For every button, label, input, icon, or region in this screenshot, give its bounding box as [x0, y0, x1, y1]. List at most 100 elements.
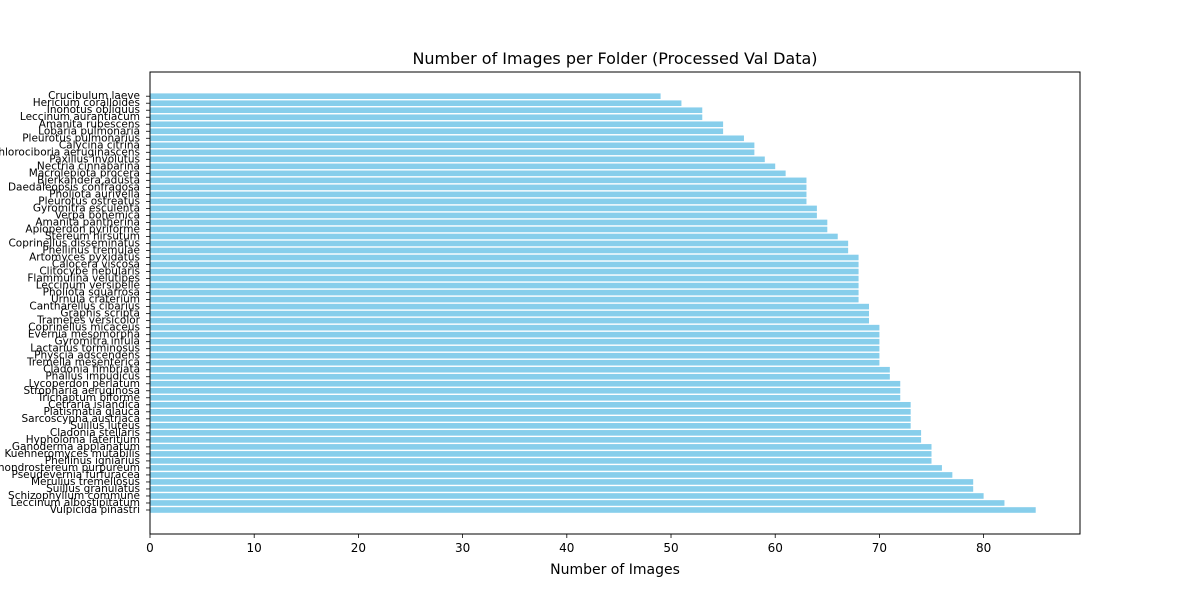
- category-tick-label: Suillus luteus: [70, 420, 140, 432]
- category-tick-label: Phallus impudicus: [45, 371, 140, 383]
- plot-frame: [149, 71, 1081, 535]
- bar: [150, 191, 807, 198]
- category-tick-label: Pholiota aurivella: [49, 188, 140, 200]
- category-tick-label: Coprinellus disseminatus: [8, 237, 140, 249]
- bar: [150, 479, 974, 485]
- bar: [150, 359, 880, 366]
- category-tick-label: Tremella mesenterica: [26, 357, 140, 369]
- bar: [150, 423, 911, 429]
- bar: [150, 472, 953, 478]
- bar: [150, 268, 859, 275]
- chart-title: Number of Images per Folder (Processed V…: [412, 49, 817, 68]
- x-tick-label: 0: [146, 541, 154, 555]
- bar: [150, 296, 859, 303]
- bar: [150, 317, 869, 324]
- category-tick-label: Cladonia stellaris: [50, 427, 140, 439]
- category-tick-label: Chondrostereum purpureum: [0, 462, 140, 474]
- bar: [150, 170, 786, 177]
- category-tick-label: Evernia mesomorpha: [28, 329, 140, 341]
- bar: [150, 373, 890, 380]
- category-tick-label: Pleurotus ostreatus: [38, 195, 140, 207]
- category-tick-label: Apioperdon pyriforme: [25, 223, 140, 235]
- bar: [150, 310, 869, 317]
- bar: [150, 324, 880, 331]
- x-tick-label: 70: [872, 541, 887, 555]
- category-tick-label: Lycoperdon perlatum: [29, 378, 140, 390]
- bar: [150, 387, 901, 394]
- bar: [150, 380, 901, 387]
- bar: [150, 401, 911, 408]
- category-tick-label: Schizophyllum commune: [8, 490, 140, 502]
- category-tick-label: Nectria cinnabarina: [37, 160, 140, 172]
- bar: [150, 331, 880, 338]
- bar: [150, 261, 859, 268]
- category-tick-label: Bjerkandera adusta: [37, 174, 140, 186]
- category-tick-label: Macrolepiota procera: [29, 167, 140, 179]
- category-tick-label: Suillus granulatus: [46, 483, 140, 495]
- bar: [150, 345, 880, 352]
- x-tick-label: 10: [247, 541, 262, 555]
- x-tick-label: 80: [976, 541, 991, 555]
- category-tick-label: Flammulina velutipes: [27, 273, 140, 285]
- category-tick-label: Vulpicida pinastri: [50, 504, 140, 516]
- category-tick-label: Crucibulum laeve: [48, 90, 140, 102]
- category-tick-label: Gyromitra infula: [55, 336, 141, 348]
- bar: [150, 233, 838, 240]
- bar: [150, 444, 932, 450]
- x-axis-ticks: 0 10 20 30 40 50 60 70 80: [146, 534, 991, 555]
- category-tick-label: Gyromitra esculenta: [33, 202, 140, 214]
- bar: [150, 486, 974, 492]
- bar: [150, 100, 682, 107]
- category-tick-label: Cladonia fimbriata: [43, 364, 140, 376]
- category-tick-label: Leccinum albostipitatum: [10, 497, 140, 509]
- category-tick-label: Artomyces pyxidatus: [29, 252, 140, 264]
- category-tick-label: Chlorociboria aeruginascens: [0, 146, 140, 158]
- category-tick-label: Coprinellus micaceus: [28, 322, 140, 334]
- bar: [150, 275, 859, 282]
- bar: [150, 254, 859, 261]
- bar: [150, 303, 869, 310]
- bar: [150, 338, 880, 345]
- bar: [150, 135, 744, 142]
- bar: [150, 198, 807, 205]
- bar: [150, 156, 765, 163]
- category-tick-label: Platismatia glauca: [43, 406, 140, 418]
- category-tick-label: Amanita rubescens: [39, 118, 140, 130]
- bar: [150, 437, 922, 443]
- category-tick-label: Verpa bohemica: [55, 209, 140, 221]
- bar: [150, 219, 828, 226]
- category-tick-label: Kuehneromyces mutabilis: [4, 448, 140, 460]
- bar: [150, 149, 755, 156]
- category-tick-label: Cantharellus cibarius: [29, 301, 140, 313]
- category-tick-label: Pholiota squarrosa: [43, 287, 140, 299]
- x-axis-label: Number of Images: [550, 562, 680, 578]
- bar: [150, 163, 776, 170]
- category-tick-label: Physcia adscendens: [34, 350, 140, 362]
- x-tick-label: 40: [559, 541, 574, 555]
- category-tick-label: Paxillus involutus: [49, 153, 140, 165]
- bar: [150, 226, 828, 233]
- category-tick-label: Pseudevernia furfuracea: [12, 469, 140, 481]
- category-tick-label: Hericium coralloides: [33, 97, 140, 109]
- category-tick-label: Phellinus tremulae: [42, 245, 140, 257]
- category-tick-label: Pleurotus pulmonarius: [22, 132, 140, 144]
- bar: [150, 493, 984, 499]
- bar: [150, 212, 817, 219]
- bar: [150, 289, 859, 296]
- category-tick-label: Ganoderma applanatum: [12, 441, 140, 453]
- bar: [150, 394, 901, 401]
- category-tick-label: Sarcoscypha austriaca: [22, 413, 140, 425]
- category-tick-label: Merulius tremellosus: [31, 476, 140, 488]
- category-tick-label: Leccinum aurantiacum: [20, 111, 140, 123]
- bar: [150, 177, 807, 184]
- category-tick-label: Lobaria pulmonaria: [38, 125, 140, 137]
- category-tick-label: Stropharia aeruginosa: [24, 385, 140, 397]
- bar: [150, 282, 859, 289]
- category-tick-label: Lactarius torminosus: [30, 343, 140, 355]
- category-tick-label: Leccinum versipelle: [36, 280, 140, 292]
- bar: [150, 458, 932, 464]
- bars-group: [150, 93, 1036, 513]
- category-tick-label: Daedaleopsis confragosa: [8, 181, 140, 193]
